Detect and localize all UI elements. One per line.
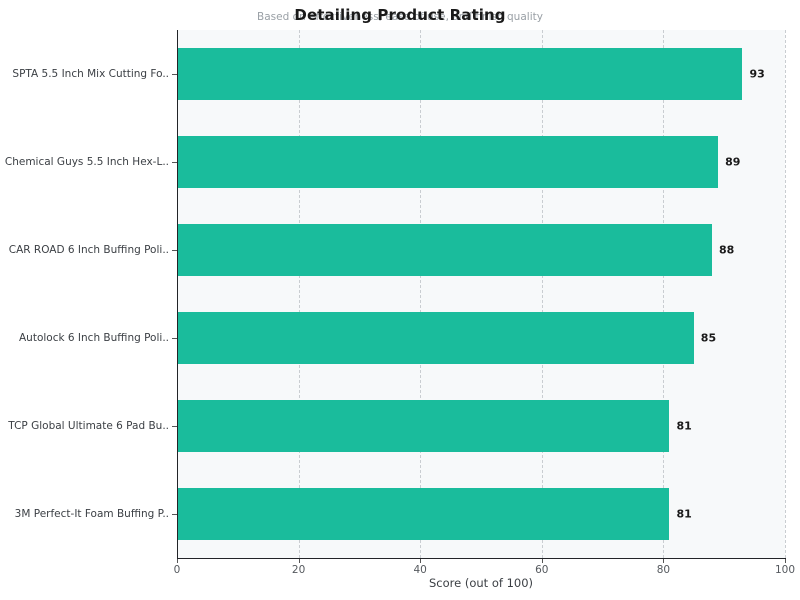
bar (177, 224, 713, 276)
x-tick-label: 40 (413, 564, 427, 576)
x-tick-mark (298, 559, 300, 563)
y-tick-label: Chemical Guys 5.5 Inch Hex-L.. (4, 156, 169, 168)
x-tick-label: 60 (535, 564, 549, 576)
x-tick-label: 100 (774, 564, 796, 576)
x-axis-title: Score (out of 100) (428, 576, 534, 590)
y-tick-mark (172, 338, 177, 339)
bar (177, 312, 694, 364)
y-tick-label: 3M Perfect-It Foam Buffing P.. (14, 508, 169, 520)
gridline (785, 30, 786, 558)
x-tick-mark (177, 559, 178, 563)
bar (177, 488, 670, 540)
gridline (541, 30, 543, 558)
chart-subtitle: Based on effectiveness, ease of use, and… (257, 11, 543, 23)
bar-value-label: 85 (700, 331, 717, 345)
x-axis-line (177, 558, 786, 559)
x-tick-label: 0 (173, 564, 181, 576)
y-tick-mark (172, 74, 177, 75)
x-tick-label: 20 (291, 564, 306, 576)
gridline (420, 30, 422, 558)
y-tick-mark (172, 426, 177, 427)
bar (177, 400, 670, 452)
y-tick-label: Autolock 6 Inch Buffing Poli.. (18, 332, 169, 344)
y-tick-label: SPTA 5.5 Inch Mix Cutting Fo.. (12, 68, 169, 80)
bar-value-label: 89 (725, 155, 741, 169)
x-tick-mark (663, 559, 665, 563)
y-tick-mark (172, 162, 177, 163)
y-tick-label: TCP Global Ultimate 6 Pad Bu.. (8, 420, 169, 432)
bar (177, 136, 719, 188)
plot-area (177, 30, 785, 558)
y-tick-mark (172, 514, 177, 515)
bar-value-label: 81 (676, 507, 692, 521)
bar-value-label: 81 (676, 419, 692, 433)
y-tick-mark (172, 250, 177, 251)
bar-value-label: 88 (719, 243, 735, 257)
x-tick-mark (420, 559, 422, 563)
y-axis-line (177, 30, 178, 558)
x-tick-mark (785, 559, 786, 563)
bar-value-label: 93 (749, 67, 765, 81)
chart-title: Detailing Product Rating (294, 6, 506, 24)
gridline (663, 30, 665, 558)
y-tick-label: CAR ROAD 6 Inch Buffing Poli.. (8, 244, 169, 256)
x-tick-mark (541, 559, 543, 563)
bar (177, 48, 743, 100)
x-tick-label: 80 (656, 564, 671, 576)
gridline (298, 30, 300, 558)
